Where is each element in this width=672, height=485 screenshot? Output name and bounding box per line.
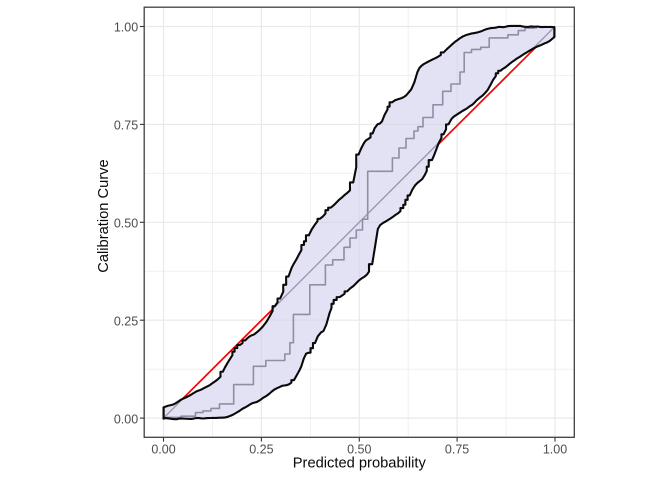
svg-text:0.00: 0.00 xyxy=(114,412,138,426)
svg-text:0.75: 0.75 xyxy=(445,442,469,456)
svg-text:0.25: 0.25 xyxy=(114,314,138,328)
svg-text:0.75: 0.75 xyxy=(114,119,138,133)
svg-text:0.50: 0.50 xyxy=(347,442,371,456)
svg-text:0.00: 0.00 xyxy=(151,442,175,456)
svg-text:1.00: 1.00 xyxy=(543,442,567,456)
svg-text:Calibration Curve: Calibration Curve xyxy=(96,159,112,272)
svg-text:0.25: 0.25 xyxy=(249,442,273,456)
svg-text:0.50: 0.50 xyxy=(114,217,138,231)
svg-text:Predicted probability: Predicted probability xyxy=(293,456,427,472)
svg-text:1.00: 1.00 xyxy=(114,21,138,35)
